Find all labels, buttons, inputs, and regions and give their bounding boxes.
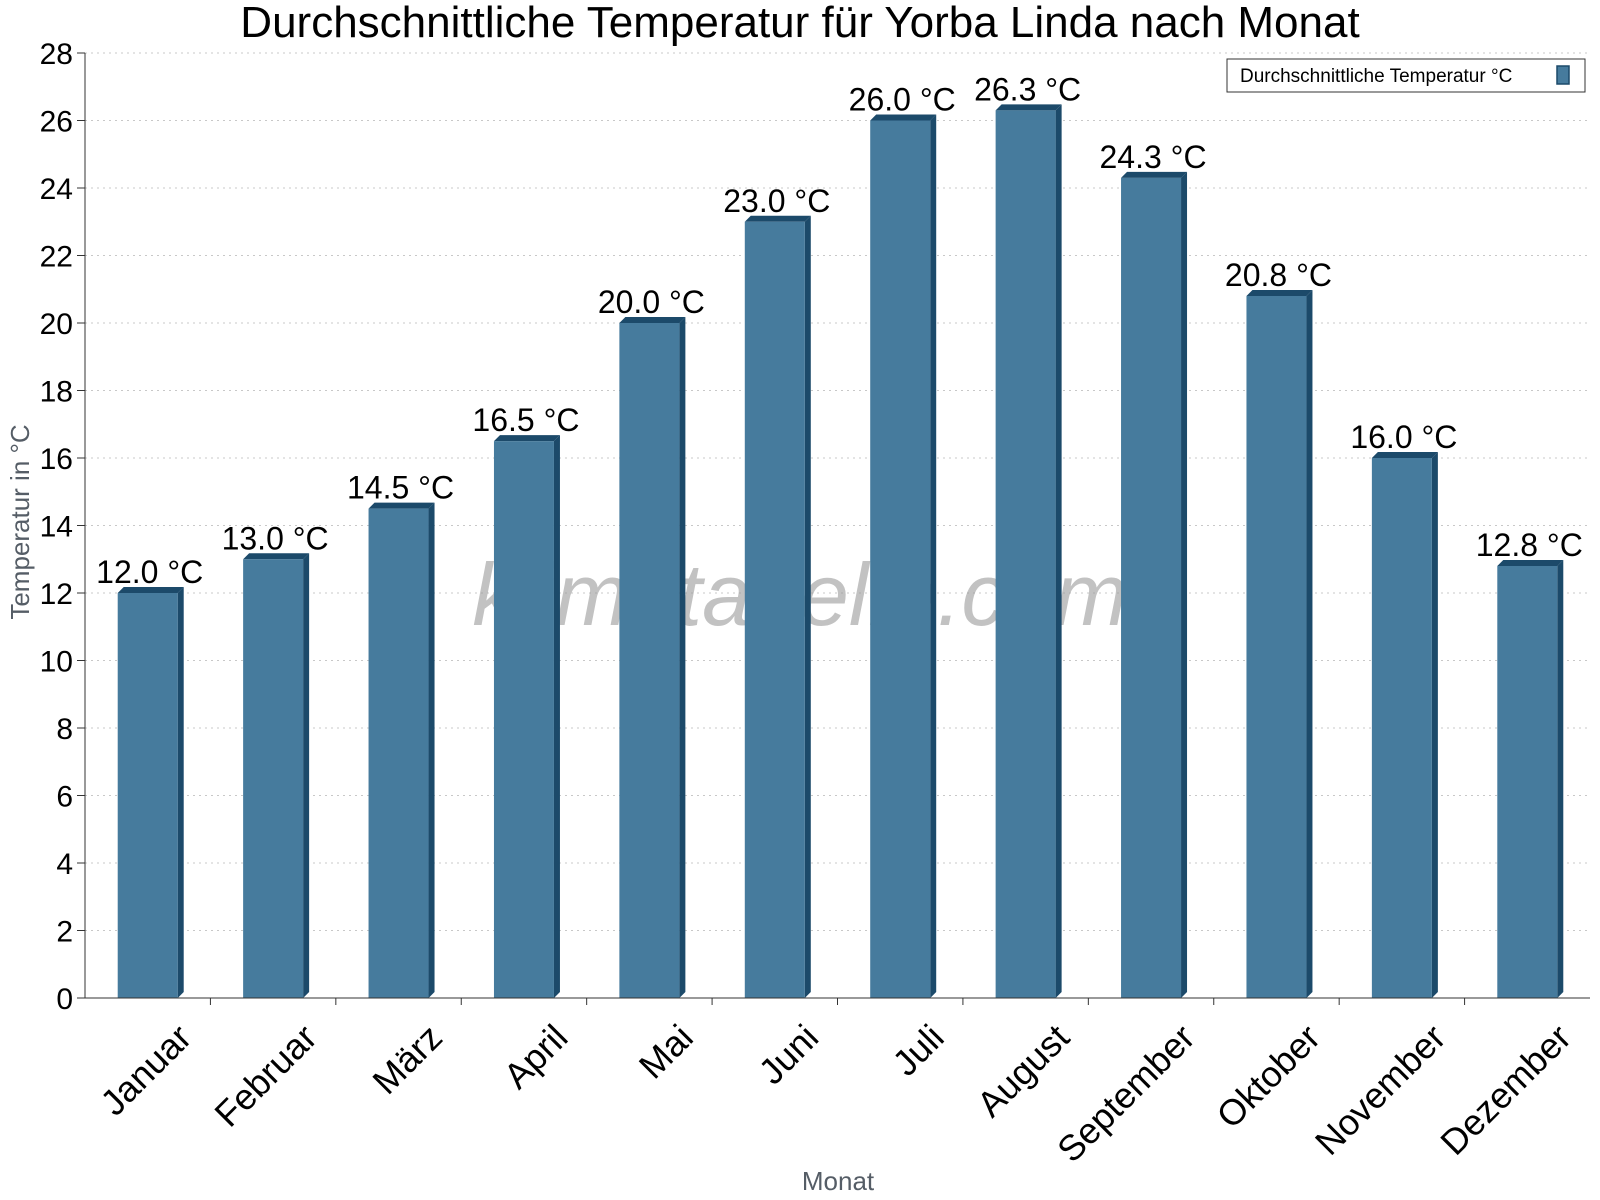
bar-april bbox=[493, 435, 560, 998]
bar-top bbox=[117, 587, 184, 593]
bar-märz bbox=[368, 502, 435, 998]
bar-top bbox=[1497, 560, 1564, 566]
x-tick-label: Mai bbox=[631, 1016, 701, 1086]
bar-side bbox=[1431, 452, 1438, 998]
bar-side bbox=[303, 553, 310, 998]
bar-top bbox=[870, 114, 937, 121]
bar-side bbox=[1181, 171, 1188, 998]
y-tick-label: 8 bbox=[56, 713, 73, 746]
x-tick-label: Dezember bbox=[1432, 1016, 1578, 1162]
bar-august bbox=[995, 104, 1062, 998]
y-tick-label: 24 bbox=[40, 173, 73, 206]
bar-side bbox=[553, 435, 560, 998]
y-tick-label: 4 bbox=[56, 848, 73, 881]
y-tick-label: 0 bbox=[56, 983, 73, 1016]
x-tick-label: Januar bbox=[92, 1016, 199, 1123]
bar-top bbox=[1371, 452, 1438, 458]
bar-front bbox=[995, 110, 1056, 998]
bar-front bbox=[870, 120, 931, 998]
bar-front bbox=[619, 323, 680, 998]
y-tick-label: 20 bbox=[40, 308, 73, 341]
bar-side bbox=[1306, 290, 1313, 998]
y-tick-label: 10 bbox=[40, 646, 73, 679]
bar-side bbox=[1055, 104, 1062, 998]
y-tick-label: 2 bbox=[56, 916, 73, 949]
x-tick-label: September bbox=[1049, 1016, 1203, 1170]
x-tick-label: Juni bbox=[751, 1016, 827, 1092]
legend: Durchschnittliche Temperatur °C bbox=[1226, 58, 1586, 93]
y-tick-label: 28 bbox=[40, 38, 73, 71]
bar-oktober bbox=[1246, 290, 1313, 998]
y-tick-label: 12 bbox=[40, 578, 73, 611]
y-tick-label: 18 bbox=[40, 376, 73, 409]
bars bbox=[117, 104, 1564, 998]
bar-top bbox=[243, 553, 310, 560]
bar-juli bbox=[870, 114, 937, 998]
bar-dezember bbox=[1497, 560, 1564, 998]
data-label: 23.0 °C bbox=[723, 183, 830, 219]
bar-front bbox=[744, 221, 805, 998]
bar-side bbox=[428, 502, 435, 998]
x-tick-label: August bbox=[969, 1016, 1077, 1124]
x-tick-label: April bbox=[496, 1016, 576, 1096]
data-label: 13.0 °C bbox=[222, 520, 329, 556]
y-tick-label: 16 bbox=[40, 443, 73, 476]
bar-front bbox=[368, 508, 429, 998]
legend-label: Durchschnittliche Temperatur °C bbox=[1240, 66, 1512, 87]
legend-box bbox=[1226, 58, 1586, 93]
bar-side bbox=[930, 114, 937, 998]
bar-juni bbox=[744, 215, 811, 998]
bar-top bbox=[995, 104, 1062, 111]
bar-top bbox=[1246, 290, 1313, 296]
bar-front bbox=[1246, 296, 1307, 998]
bar-front bbox=[243, 559, 304, 998]
y-tick-label: 22 bbox=[40, 241, 73, 274]
x-tick-label: Oktober bbox=[1208, 1016, 1328, 1136]
data-label: 26.0 °C bbox=[849, 82, 956, 118]
data-label: 20.8 °C bbox=[1225, 257, 1332, 293]
bar-januar bbox=[117, 587, 184, 998]
data-label: 20.0 °C bbox=[598, 284, 705, 320]
y-tick-label: 6 bbox=[56, 781, 73, 814]
bar-side bbox=[804, 215, 811, 998]
data-label: 16.5 °C bbox=[472, 402, 579, 438]
bar-front bbox=[117, 593, 178, 998]
bar-september bbox=[1121, 171, 1188, 998]
data-labels: 12.0 °C 13.0 °C 14.5 °C 16.5 °C 20.0 °C 23.0 … bbox=[96, 71, 1583, 590]
bar-top bbox=[368, 502, 435, 509]
x-tick-label: November bbox=[1307, 1016, 1453, 1162]
y-axis-title: Temperatur in °C bbox=[5, 424, 35, 619]
bar-top bbox=[619, 317, 686, 323]
data-label: 24.3 °C bbox=[1100, 139, 1207, 175]
bar-front bbox=[1121, 177, 1182, 998]
bar-side bbox=[177, 587, 184, 998]
bar-top bbox=[744, 215, 811, 222]
y-tick-label: 14 bbox=[40, 511, 73, 544]
data-label: 12.8 °C bbox=[1476, 527, 1583, 563]
y-tick-label: 26 bbox=[40, 106, 73, 139]
data-label: 12.0 °C bbox=[96, 554, 203, 590]
bar-front bbox=[1497, 566, 1558, 998]
bar-side bbox=[1557, 560, 1564, 998]
bar-februar bbox=[243, 553, 310, 998]
x-tick-label: März bbox=[364, 1016, 450, 1102]
bar-top bbox=[1121, 171, 1188, 178]
data-label: 26.3 °C bbox=[974, 71, 1081, 107]
x-axis-title: Monat bbox=[802, 1166, 875, 1196]
data-label: 14.5 °C bbox=[347, 470, 454, 506]
bar-mai bbox=[619, 317, 686, 998]
x-tick-label: Februar bbox=[206, 1016, 324, 1134]
bar-front bbox=[493, 441, 554, 998]
bar-top bbox=[493, 435, 560, 442]
x-tick-label: Juli bbox=[884, 1016, 951, 1083]
data-label: 16.0 °C bbox=[1350, 419, 1457, 455]
grid-lines bbox=[85, 52, 1590, 931]
chart-title: Durchschnittliche Temperatur für Yorba L… bbox=[240, 0, 1359, 47]
legend-swatch bbox=[1556, 65, 1570, 85]
bar-side bbox=[679, 317, 686, 998]
bar-front bbox=[1371, 458, 1432, 998]
bar-november bbox=[1371, 452, 1438, 998]
